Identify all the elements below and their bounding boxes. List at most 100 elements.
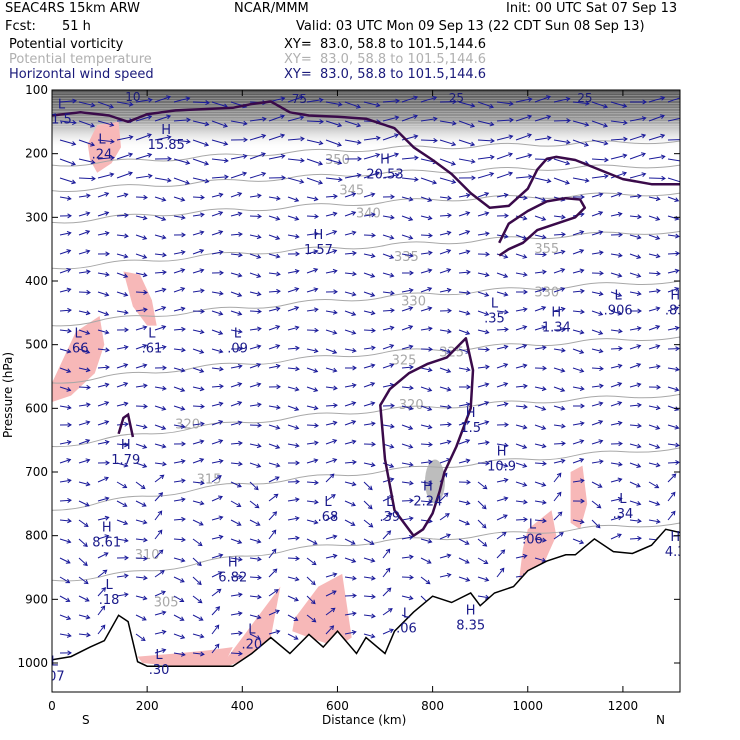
wind-arrow (439, 268, 451, 274)
extremum-low-marker: L (148, 326, 156, 341)
wind-arrow (192, 213, 204, 217)
wind-arrow (344, 193, 356, 198)
wind-arrow (154, 136, 171, 141)
wind-arrow-head (66, 368, 72, 374)
wind-arrow-head (451, 120, 457, 126)
wind-arrow-head (502, 514, 508, 519)
wind-arrow (667, 367, 679, 371)
wind-arrow (439, 513, 450, 521)
wind-arrow (496, 497, 508, 502)
wind-arrow-head (674, 366, 680, 372)
wind-arrow (553, 492, 562, 502)
wind-arrow-head (275, 306, 281, 312)
theta-label: 340 (356, 207, 381, 222)
wind-arrow-head (181, 232, 186, 238)
wind-arrow-head (242, 153, 248, 159)
wind-arrow (439, 196, 451, 199)
wind-arrow (382, 568, 391, 578)
wind-arrow (591, 385, 603, 388)
wind-arrow (629, 462, 641, 468)
wind-arrow (287, 498, 299, 502)
wind-arrow (249, 363, 261, 369)
wind-arrow-head (332, 553, 338, 559)
wind-arrow (135, 576, 147, 579)
wind-arrow-head (147, 133, 152, 138)
wind-arrow-head (541, 305, 547, 311)
wind-arrow (553, 287, 565, 293)
wind-arrow-head (180, 459, 186, 464)
wind-arrow-head (256, 273, 262, 278)
wind-arrow (382, 100, 399, 103)
wind-arrow (344, 329, 356, 334)
wind-arrow-head (674, 197, 680, 203)
wind-arrow-head (509, 117, 514, 123)
wind-arrow (306, 481, 319, 484)
wind-arrow-head (90, 102, 96, 108)
wind-arrow-head (257, 326, 262, 332)
wind-arrow (629, 424, 641, 427)
wind-arrow (325, 101, 342, 106)
wind-arrow (192, 633, 204, 638)
wind-arrow (211, 516, 223, 521)
wind-arrow-head (503, 344, 509, 350)
wind-arrow (629, 234, 641, 239)
wind-arrow-head (238, 630, 243, 636)
wind-arrow (477, 519, 487, 529)
wind-arrow (648, 500, 660, 506)
wind-arrow (268, 215, 280, 220)
wind-arrow-head (123, 192, 129, 198)
wind-arrow (534, 326, 546, 331)
wind-arrow (610, 138, 627, 141)
extremum-low-marker: L (51, 654, 59, 669)
wind-arrow (515, 518, 528, 521)
wind-arrow-head (389, 272, 395, 278)
wind-arrow (249, 215, 262, 218)
wind-arrow (572, 177, 589, 182)
wind-arrow (211, 139, 228, 145)
wind-arrow (496, 363, 508, 369)
wind-arrow (515, 134, 532, 141)
wind-arrow-head (180, 387, 186, 393)
wind-arrow-head (180, 423, 186, 429)
wind-arrow-head (637, 535, 642, 541)
wind-arrow-head (332, 458, 338, 463)
wind-arrow-head (186, 117, 191, 123)
wind-arrow-head (237, 292, 243, 298)
wind-arrow (439, 423, 452, 426)
wind-arrow (230, 500, 241, 507)
wind-arrow-head (637, 214, 642, 220)
wind-arrow-head (333, 385, 338, 391)
wind-arrow-head (598, 230, 604, 236)
wind-arrow-head (180, 367, 186, 373)
wind-arrow (268, 529, 277, 540)
wind-arrow (667, 492, 676, 502)
wind-arrow (135, 253, 147, 259)
wind-arrow (344, 631, 356, 635)
wind-arrow-head (446, 328, 452, 334)
wind-arrow (249, 557, 261, 560)
init-time: Init: 00 UTC Sat 07 Sep 13 (506, 1, 678, 16)
wind-arrow (591, 120, 608, 127)
wind-arrow (268, 630, 280, 635)
wind-arrow-head (256, 614, 262, 620)
wind-arrow-head (636, 234, 642, 240)
wind-arrow-head (641, 152, 646, 157)
wind-arrow-head (294, 306, 300, 311)
wind-arrow-head (484, 400, 490, 406)
wind-arrow-head (199, 368, 205, 373)
wind-arrow (249, 310, 262, 313)
wind-arrow (629, 383, 641, 388)
wind-arrow (439, 574, 451, 578)
wind-arrow (553, 215, 565, 218)
wind-arrow (211, 211, 223, 217)
wind-arrow (306, 557, 317, 566)
wind-arrow (382, 513, 393, 521)
wind-arrow (268, 253, 280, 258)
wind-arrow (648, 325, 660, 331)
wind-arrow-head (313, 368, 319, 373)
wind-arrow-head (446, 533, 451, 539)
wind-arrow (363, 213, 375, 217)
wind-arrow-head (351, 481, 357, 487)
wind-arrow-head (598, 330, 604, 335)
wind-arrow-head (122, 502, 128, 507)
